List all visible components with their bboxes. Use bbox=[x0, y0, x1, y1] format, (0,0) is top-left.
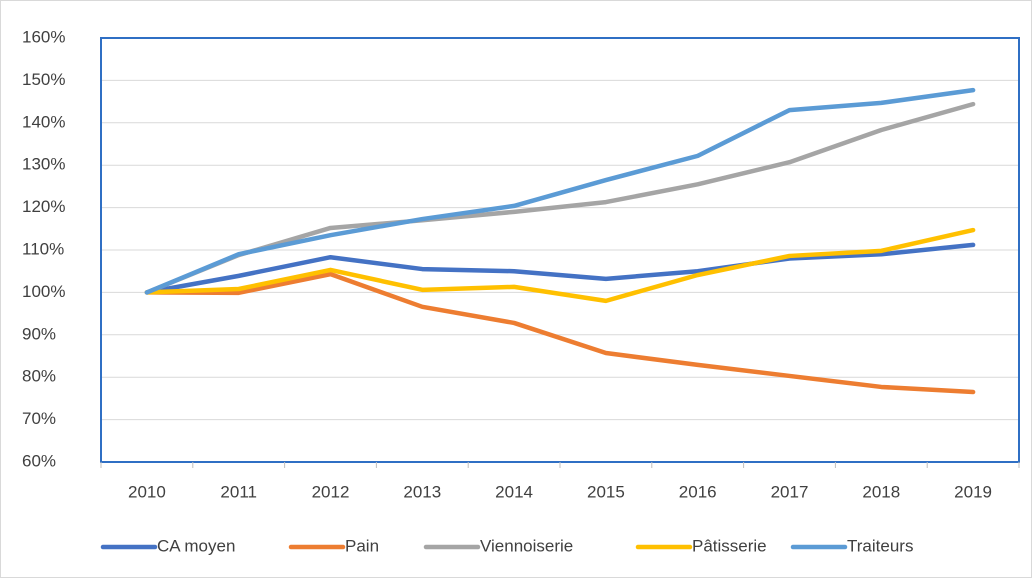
series-line bbox=[144, 242, 976, 295]
y-tick-label: 110% bbox=[22, 239, 64, 258]
series-line bbox=[144, 227, 976, 304]
x-tick-label: 2014 bbox=[495, 482, 533, 501]
x-tick-label: 2016 bbox=[679, 482, 717, 501]
y-tick-label: 120% bbox=[22, 197, 65, 216]
y-tick-label: 150% bbox=[22, 70, 65, 89]
x-tick-label: 2013 bbox=[403, 482, 441, 501]
y-tick-label: 80% bbox=[22, 367, 56, 386]
x-tick-label: 2019 bbox=[954, 482, 992, 501]
y-tick-label: 60% bbox=[22, 451, 56, 470]
y-tick-label: 160% bbox=[22, 27, 65, 46]
x-tick-label: 2012 bbox=[312, 482, 350, 501]
x-tick-label: 2017 bbox=[771, 482, 809, 501]
legend-label: Traiteurs bbox=[847, 536, 913, 555]
x-tick-label: 2015 bbox=[587, 482, 625, 501]
y-tick-label: 70% bbox=[22, 409, 56, 428]
y-tick-label: 90% bbox=[22, 324, 56, 343]
series-line bbox=[144, 271, 976, 395]
x-tick-label: 2011 bbox=[220, 482, 257, 501]
series-line bbox=[144, 101, 976, 295]
x-tick-label: 2010 bbox=[128, 482, 166, 501]
y-tick-label: 140% bbox=[22, 112, 65, 131]
series-line bbox=[144, 87, 976, 295]
y-tick-label: 100% bbox=[22, 282, 65, 301]
x-tick-label: 2018 bbox=[862, 482, 900, 501]
legend-label: CA moyen bbox=[157, 536, 235, 555]
legend-label: Pâtisserie bbox=[692, 536, 767, 555]
legend-label: Viennoiserie bbox=[480, 536, 573, 555]
y-tick-label: 130% bbox=[22, 155, 65, 174]
legend-label: Pain bbox=[345, 536, 379, 555]
